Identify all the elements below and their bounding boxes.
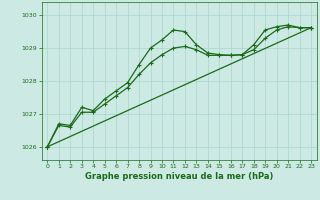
X-axis label: Graphe pression niveau de la mer (hPa): Graphe pression niveau de la mer (hPa) <box>85 172 273 181</box>
